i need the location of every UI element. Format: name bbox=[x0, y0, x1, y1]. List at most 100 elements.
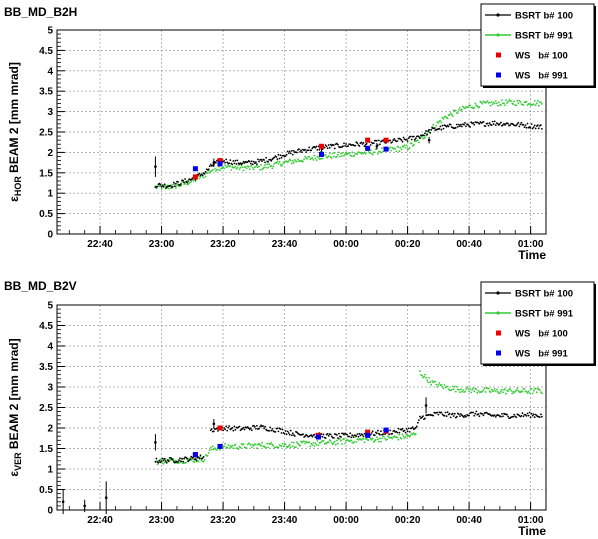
bsrt-point bbox=[341, 155, 343, 157]
bsrt-point bbox=[445, 415, 448, 417]
bsrt-point bbox=[472, 411, 475, 414]
bsrt-point bbox=[451, 385, 454, 388]
bsrt-point bbox=[244, 166, 247, 168]
bsrt-point bbox=[361, 434, 364, 436]
bsrt-point bbox=[360, 141, 363, 144]
bsrt-point bbox=[512, 390, 515, 393]
bsrt-point bbox=[236, 166, 239, 169]
legend-label: BSRT b# 991 bbox=[515, 309, 574, 320]
bsrt-point bbox=[519, 100, 522, 103]
bsrt-point bbox=[426, 133, 428, 136]
bsrt-point bbox=[330, 435, 333, 438]
bsrt-point bbox=[399, 146, 402, 149]
bsrt-point bbox=[465, 388, 467, 390]
bsrt-point bbox=[404, 436, 407, 438]
bsrt-point bbox=[532, 103, 535, 105]
bsrt-point bbox=[181, 457, 184, 460]
bsrt-point bbox=[463, 416, 465, 419]
bsrt-point bbox=[520, 121, 523, 124]
bsrt-point bbox=[515, 124, 518, 127]
bsrt-point bbox=[287, 152, 290, 155]
bsrt-point bbox=[304, 442, 306, 445]
bsrt-point bbox=[279, 428, 282, 430]
bsrt-point bbox=[265, 447, 267, 449]
bsrt-point bbox=[412, 143, 415, 146]
bsrt-point bbox=[246, 443, 249, 446]
bsrt-point bbox=[200, 173, 203, 176]
bsrt-point bbox=[226, 165, 229, 168]
bsrt-point bbox=[332, 442, 335, 444]
bsrt-point bbox=[324, 144, 327, 147]
bsrt-point bbox=[341, 443, 343, 445]
bsrt-point bbox=[308, 155, 311, 158]
bsrt-point bbox=[512, 415, 515, 418]
bsrt-point bbox=[310, 442, 313, 445]
legend-label: WS b# 991 bbox=[515, 71, 569, 82]
bsrt-point bbox=[360, 439, 363, 441]
bsrt-point bbox=[513, 100, 516, 103]
bsrt-point bbox=[476, 105, 479, 107]
bsrt-point bbox=[513, 391, 516, 394]
bsrt-point bbox=[363, 145, 366, 148]
bsrt-point bbox=[304, 148, 306, 151]
bsrt-point bbox=[268, 430, 271, 432]
bsrt-point bbox=[285, 433, 288, 436]
bsrt-point bbox=[208, 171, 211, 174]
bsrt-point bbox=[242, 426, 245, 429]
bsrt-point bbox=[233, 162, 236, 165]
bsrt-point bbox=[315, 443, 318, 446]
bsrt-point bbox=[369, 433, 372, 436]
bsrt-point bbox=[288, 150, 291, 153]
bsrt-point bbox=[315, 159, 318, 162]
bsrt-point bbox=[525, 415, 528, 417]
bsrt-point bbox=[258, 165, 260, 168]
bsrt-point bbox=[406, 430, 409, 433]
bsrt-point bbox=[315, 145, 318, 148]
bsrt-point bbox=[202, 176, 205, 179]
bsrt-point bbox=[490, 124, 493, 126]
bsrt-point bbox=[197, 175, 200, 178]
bsrt-point bbox=[301, 441, 303, 444]
bsrt-point bbox=[497, 124, 500, 126]
bsrt-point bbox=[306, 157, 308, 160]
bsrt-point bbox=[297, 158, 299, 161]
bsrt-point bbox=[502, 391, 504, 394]
bsrt-point bbox=[184, 182, 187, 185]
bsrt-point bbox=[340, 436, 342, 438]
bsrt-point bbox=[541, 392, 543, 395]
legend-dot bbox=[496, 33, 500, 37]
bsrt-point bbox=[425, 376, 427, 379]
bsrt-point bbox=[497, 101, 500, 103]
bsrt-point bbox=[405, 433, 408, 436]
bsrt-point bbox=[358, 145, 361, 147]
bsrt-point bbox=[206, 172, 209, 175]
bsrt-point bbox=[174, 185, 176, 188]
bsrt-point bbox=[502, 415, 504, 418]
bsrt-point bbox=[527, 390, 530, 393]
bsrt-point bbox=[408, 431, 411, 433]
bsrt-point bbox=[155, 457, 158, 460]
bsrt-point bbox=[431, 380, 434, 382]
bsrt-point bbox=[527, 414, 530, 417]
series-1 bbox=[154, 370, 543, 466]
bsrt-point bbox=[495, 388, 498, 391]
bsrt-point bbox=[292, 441, 295, 444]
bsrt-point bbox=[216, 427, 218, 430]
bsrt-point bbox=[308, 441, 311, 444]
legend-label: WS b# 100 bbox=[515, 51, 568, 62]
bsrt-point bbox=[296, 441, 298, 443]
bsrt-point bbox=[291, 159, 294, 162]
bsrt-point bbox=[327, 144, 330, 146]
bsrt-point bbox=[337, 442, 339, 445]
bsrt-point bbox=[246, 161, 249, 163]
bsrt-point bbox=[255, 427, 257, 430]
bsrt-point bbox=[290, 162, 293, 165]
bsrt-point bbox=[540, 413, 542, 416]
bsrt-point bbox=[202, 456, 205, 458]
bsrt-point bbox=[465, 415, 467, 418]
bsrt-point bbox=[209, 163, 212, 166]
bsrt-point bbox=[482, 120, 485, 123]
bsrt-point bbox=[441, 116, 444, 119]
bsrt-point bbox=[204, 171, 207, 173]
